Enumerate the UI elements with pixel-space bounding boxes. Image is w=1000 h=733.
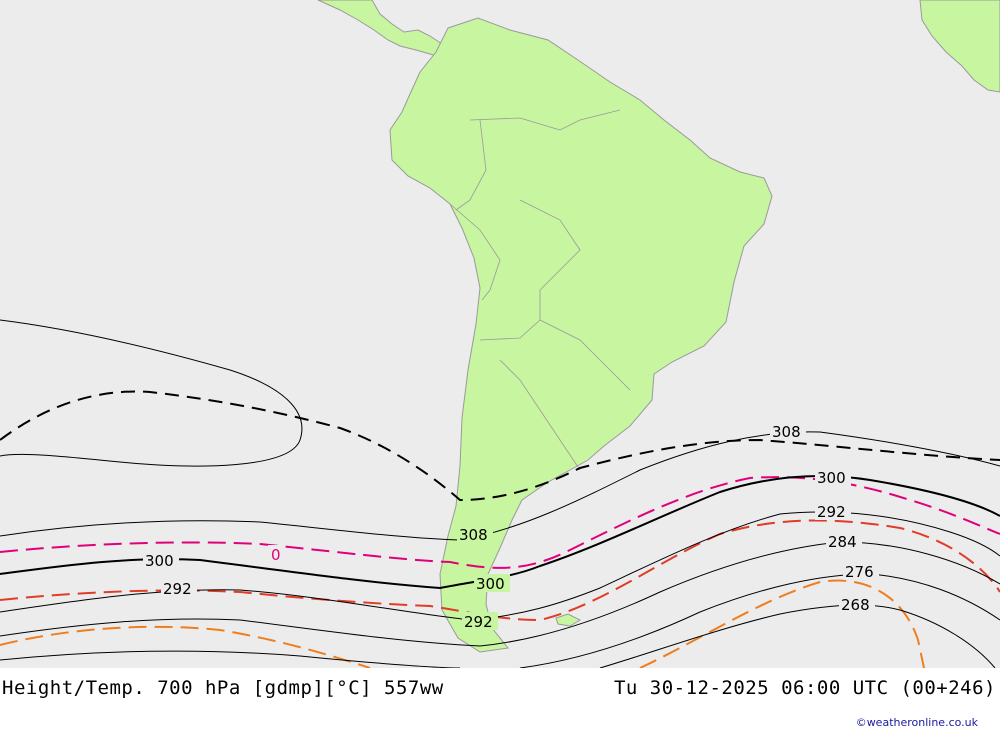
height-label-276: 276 [845,563,874,581]
africa-landmass [919,0,1000,93]
south-america-landmass [389,17,773,653]
map-caption-valid-time: Tu 30-12-2025 06:00 UTC (00+246) [613,677,996,699]
temperature-labels: 0 [268,545,284,564]
temp-contour-negative [0,519,1000,622]
height-label-268: 268 [841,596,870,614]
height-label-292-east: 292 [817,503,846,521]
height-contour-308 [0,431,1000,541]
height-contour-268 [599,604,996,668]
height-label-300-east: 300 [817,469,846,487]
height-contours [0,319,1000,668]
height-contour-300 [0,475,1000,590]
height-contour-outer [0,319,303,467]
height-label-308-east: 308 [772,423,801,441]
temp-contour-zero [0,476,1000,569]
height-label-292-west: 292 [163,580,192,598]
height-contour-dashed-588 [0,390,1000,502]
weather-map: 308 300 292 284 276 268 308 300 292 300 … [0,0,1000,668]
height-label-300-west: 300 [145,552,174,570]
height-contour-276 [0,573,1000,668]
country-borders [449,109,631,471]
temp-contour-cold-west [0,625,371,668]
height-labels: 308 300 292 284 276 268 308 300 292 300 … [143,422,879,631]
map-caption-parameter: Height/Temp. 700 hPa [gdmp][°C] 557ww [2,677,444,699]
credit-link[interactable]: ©weatheronline.co.uk [855,716,978,729]
height-label-284: 284 [828,533,857,551]
height-label-292-south: 292 [464,613,493,631]
height-label-300-south: 300 [476,575,505,593]
temp-label-zero: 0 [271,546,281,564]
falklands [555,613,582,627]
height-label-308-west: 308 [459,526,488,544]
height-contour-292 [0,511,1000,621]
